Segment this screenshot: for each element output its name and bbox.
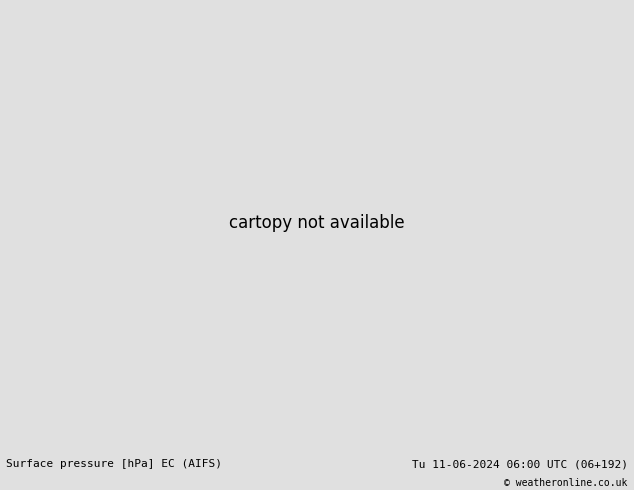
Text: cartopy not available: cartopy not available <box>229 214 405 232</box>
Text: Tu 11-06-2024 06:00 UTC (06+192): Tu 11-06-2024 06:00 UTC (06+192) <box>411 459 628 469</box>
Text: Surface pressure [hPa] EC (AIFS): Surface pressure [hPa] EC (AIFS) <box>6 459 223 469</box>
Text: © weatheronline.co.uk: © weatheronline.co.uk <box>504 478 628 488</box>
